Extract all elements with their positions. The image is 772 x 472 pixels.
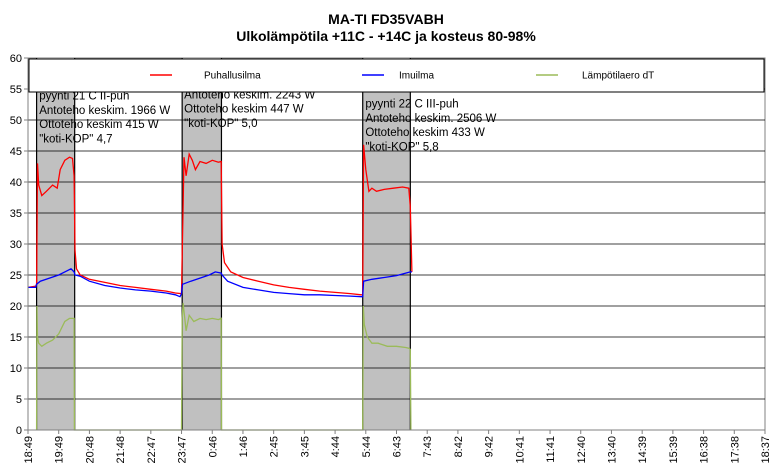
y-tick-label-40: 40 bbox=[10, 177, 22, 189]
annotation-3: "koti-KOP" 4,7 bbox=[39, 133, 112, 145]
y-tick-label-5: 5 bbox=[16, 394, 22, 406]
x-tick-label-24: 18:37 bbox=[760, 436, 772, 464]
legend-label-1: Imuilma bbox=[399, 71, 434, 82]
y-tick-label-30: 30 bbox=[10, 239, 22, 251]
x-tick-label-20: 14:39 bbox=[637, 436, 649, 464]
y-tick-label-10: 10 bbox=[10, 363, 22, 375]
legend: Puhallusilma Imuilma Lämpötilaero dT bbox=[28, 58, 765, 93]
chart-subtitle: Ulkolämpötila +11C - +14C ja kosteus 80-… bbox=[236, 28, 536, 44]
series-line-0 bbox=[27, 144, 413, 296]
x-tick-label-13: 7:43 bbox=[422, 436, 434, 457]
annotation-8: pyynti 22 C III-puh bbox=[365, 99, 458, 111]
x-tick-label-19: 13:40 bbox=[606, 436, 618, 464]
x-axis: 18:49 19:49 20:48 21:48 22:47 23:47 0:46 1:46 2:… bbox=[23, 429, 772, 464]
y-tick-label-45: 45 bbox=[10, 146, 22, 158]
x-tick-label-8: 2:45 bbox=[269, 436, 281, 457]
x-tick-label-4: 22:47 bbox=[146, 436, 158, 464]
x-tick-label-18: 12:40 bbox=[576, 436, 588, 464]
y-tick-label-50: 50 bbox=[10, 115, 22, 127]
annotation-11: "koti-KOP" 5,8 bbox=[365, 141, 438, 153]
annotation-6: Ottoteho keskim 447 W bbox=[184, 104, 304, 116]
x-tick-label-1: 19:49 bbox=[54, 436, 66, 464]
y-tick-label-20: 20 bbox=[10, 301, 22, 313]
x-tick-label-11: 5:44 bbox=[361, 436, 373, 457]
annotation-0: pyynti 21 C II-puh bbox=[39, 91, 129, 103]
x-tick-label-6: 0:46 bbox=[207, 436, 219, 457]
annotation-1: Antoteho keskim. 1966 W bbox=[39, 105, 170, 117]
chart-title: MA-TI FD35VABH bbox=[328, 11, 444, 27]
y-tick-label-60: 60 bbox=[10, 53, 22, 65]
y-axis: 0 5 10 15 20 25 30 35 40 45 50 55 60 bbox=[10, 53, 29, 437]
x-tick-label-9: 3:45 bbox=[299, 436, 311, 457]
legend-label-0: Puhallusilma bbox=[204, 71, 261, 82]
x-tick-label-23: 17:38 bbox=[729, 436, 741, 464]
y-tick-label-15: 15 bbox=[10, 332, 22, 344]
x-tick-label-3: 21:48 bbox=[115, 436, 127, 464]
y-tick-label-0: 0 bbox=[16, 425, 22, 437]
series-line-2 bbox=[35, 302, 412, 431]
x-tick-label-0: 18:49 bbox=[23, 436, 35, 464]
y-tick-label-25: 25 bbox=[10, 270, 22, 282]
series-layer bbox=[27, 144, 413, 431]
y-tick-label-55: 55 bbox=[10, 84, 22, 96]
x-tick-label-2: 20:48 bbox=[84, 436, 96, 464]
grid bbox=[28, 88, 765, 400]
x-tick-label-17: 11:41 bbox=[545, 436, 557, 463]
annotation-9: Antoteho keskim. 2506 W bbox=[365, 113, 496, 125]
x-tick-label-10: 4:44 bbox=[330, 436, 342, 457]
x-tick-label-5: 23:47 bbox=[177, 436, 189, 464]
y-tick-label-35: 35 bbox=[10, 208, 22, 220]
x-tick-label-21: 15:39 bbox=[668, 436, 680, 464]
x-tick-label-16: 10:41 bbox=[514, 436, 526, 464]
x-tick-label-22: 16:38 bbox=[699, 436, 711, 464]
series-line-1 bbox=[28, 268, 412, 298]
x-tick-label-15: 9:42 bbox=[484, 436, 496, 457]
annotation-2: Ottoteho keskim 415 W bbox=[39, 119, 159, 131]
annotation-10: Ottoteho keskim 433 W bbox=[365, 127, 485, 139]
legend-label-2: Lämpötilaero dT bbox=[582, 71, 654, 82]
x-tick-label-7: 1:46 bbox=[238, 436, 250, 457]
x-tick-label-12: 6:43 bbox=[392, 436, 404, 457]
x-tick-label-14: 8:42 bbox=[453, 436, 465, 457]
annotation-7: "koti-KOP" 5,0 bbox=[184, 118, 257, 130]
